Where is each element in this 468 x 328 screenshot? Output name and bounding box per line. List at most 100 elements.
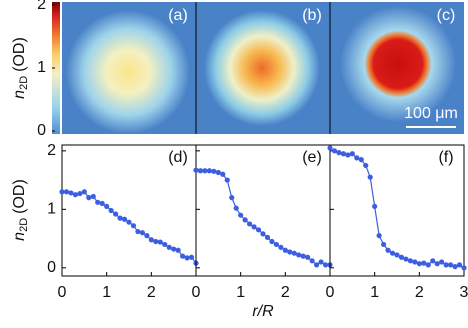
data-point [354, 155, 360, 161]
data-point [416, 261, 422, 267]
colorbar-tick-label: 0 [37, 122, 46, 139]
y-axis-label: n2D(OD) [11, 37, 30, 99]
data-point [148, 237, 154, 243]
data-point [273, 241, 279, 248]
data-point [452, 264, 458, 270]
data-point [439, 259, 445, 265]
x-tick-label: 2 [147, 284, 156, 301]
data-point [367, 174, 373, 180]
data-point [412, 259, 418, 265]
data-point [211, 168, 217, 174]
profile-line [62, 191, 197, 264]
colorbar [52, 2, 60, 134]
data-point [68, 190, 74, 196]
data-point [403, 256, 409, 262]
data-point [229, 195, 235, 201]
panel-label: (b) [302, 7, 322, 24]
data-point [104, 203, 110, 210]
data-point [206, 168, 212, 174]
data-point [291, 250, 297, 256]
data-point [381, 241, 387, 248]
data-point [269, 238, 275, 245]
data-point [63, 189, 70, 195]
data-point [394, 252, 400, 258]
data-point [86, 195, 92, 201]
data-point [121, 216, 128, 222]
x-axis-label: r/R [252, 303, 274, 320]
data-point [336, 150, 342, 156]
data-point [162, 241, 168, 248]
x-tick-label: 1 [370, 284, 379, 301]
data-point [327, 145, 333, 151]
data-point [224, 177, 230, 183]
data-point [430, 258, 436, 264]
cloud [66, 10, 190, 134]
x-tick-label: 0 [326, 284, 335, 301]
data-point [135, 228, 141, 235]
data-point [197, 168, 204, 174]
data-point [242, 217, 248, 223]
data-point [144, 233, 150, 239]
data-point [358, 157, 364, 163]
data-point [287, 249, 293, 255]
data-point [331, 148, 338, 154]
data-point [117, 215, 123, 221]
colorbar-tick-label: 1 [37, 59, 46, 76]
data-point [305, 254, 311, 260]
data-point [90, 193, 96, 200]
data-point [385, 247, 391, 253]
data-point [407, 258, 413, 264]
panel-label: (a) [168, 7, 188, 24]
data-point [345, 152, 351, 158]
cloud [340, 6, 456, 122]
data-point [443, 262, 449, 268]
panel-label: (f) [438, 149, 453, 166]
data-point [153, 238, 159, 245]
data-point [130, 223, 137, 229]
panel-label: (d) [168, 149, 188, 166]
scale-label: 100 μm [404, 105, 458, 122]
data-point [59, 189, 65, 195]
x-tick-label: 2 [281, 284, 290, 301]
data-point [238, 212, 244, 218]
data-point [349, 151, 355, 157]
data-point [314, 262, 320, 268]
data-point [81, 189, 87, 195]
panel-label: (c) [437, 7, 456, 24]
data-point [166, 244, 172, 250]
data-point [220, 171, 226, 177]
data-point [215, 169, 221, 176]
data-point [157, 239, 163, 245]
data-point [363, 162, 369, 169]
data-point [77, 190, 83, 197]
data-point [233, 205, 239, 211]
x-tick-label: 0 [192, 284, 201, 301]
data-point [376, 233, 382, 239]
data-point [322, 262, 329, 268]
y-tick-label: 0 [47, 259, 56, 276]
data-point [300, 253, 306, 259]
data-point [372, 203, 378, 210]
data-point [175, 247, 181, 253]
x-tick-label: 1 [102, 284, 111, 301]
data-point [309, 258, 315, 264]
x-tick-label: 1 [236, 284, 245, 301]
y-axis-label: n2D(OD) [11, 179, 30, 241]
colorbar-tick-label: 2 [37, 0, 46, 13]
x-tick-label: 0 [58, 284, 67, 301]
data-point [202, 168, 208, 174]
data-point [72, 192, 78, 198]
data-point [398, 254, 405, 260]
data-point [260, 231, 266, 237]
data-point [99, 200, 105, 207]
profile-line [195, 169, 330, 266]
data-point [255, 227, 262, 233]
data-point [278, 244, 284, 250]
data-point [108, 207, 114, 214]
plot-frame [329, 144, 465, 277]
data-point [318, 259, 324, 265]
data-point [251, 224, 257, 230]
panel-label: (e) [302, 149, 322, 166]
y-tick-label: 2 [47, 142, 56, 159]
data-point [425, 262, 431, 268]
